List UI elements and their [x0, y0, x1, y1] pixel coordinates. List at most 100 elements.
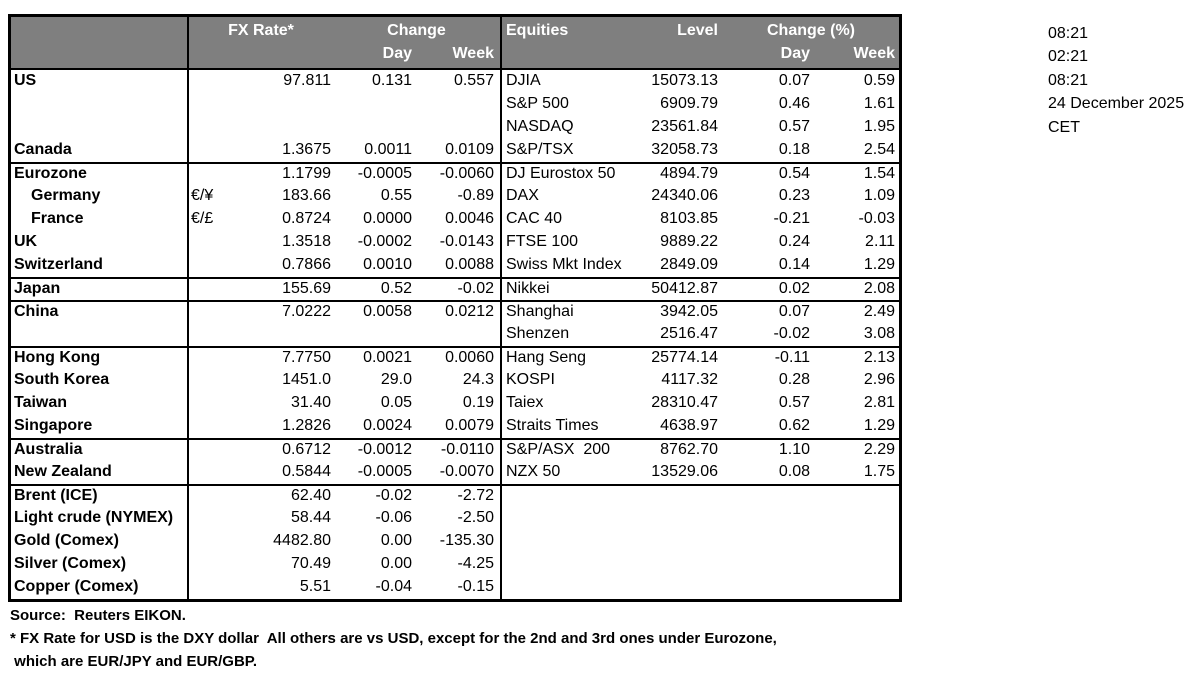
fx-day-change-cell: 0.0021 — [363, 349, 412, 366]
fx-day-change-cell: 0.0010 — [363, 256, 412, 273]
equity-day-change-cell: 0.54 — [778, 165, 810, 182]
fx-rate-cell: 1.2826 — [282, 417, 331, 434]
fx-week-change-cell: -0.0070 — [439, 463, 494, 480]
table-row: Singapore 1.2826 0.0024 0.0079 Straits Times… — [11, 415, 899, 438]
change-pct-column-header: Change (%) — [767, 22, 855, 39]
equity-name-cell: DJIA — [500, 70, 622, 93]
timestamp: 02:21 — [1048, 48, 1089, 66]
equity-day-change-cell — [723, 576, 815, 599]
fx-day-change-cell: 0.05 — [380, 394, 412, 411]
fx-rate-cell: 0.7866 — [282, 256, 331, 273]
fx-day-change-cell: 29.0 — [380, 371, 412, 388]
fx-rate-cell: 70.49 — [290, 555, 331, 572]
fx-rate-cell: 155.69 — [282, 280, 331, 297]
equity-name-cell — [500, 553, 622, 576]
equity-name-cell: Hang Seng — [500, 348, 622, 369]
table-row: Switzerland 0.7866 0.0010 0.0088 Swiss Mkt I… — [11, 254, 899, 277]
equity-level-cell: 25774.14 — [651, 349, 718, 366]
equity-level-cell: 8103.85 — [660, 210, 718, 227]
equity-week-change-cell: 1.61 — [863, 95, 895, 112]
equity-level-cell: 3942.05 — [660, 303, 718, 320]
country-label-cell: Gold (Comex) — [11, 530, 189, 553]
currency-pair-cell — [189, 461, 219, 484]
fx-week-change-cell: -0.0060 — [439, 165, 494, 182]
timestamp: 08:21 — [1048, 71, 1089, 89]
equity-level-cell: 15073.13 — [651, 72, 718, 89]
country-label-cell: Copper (Comex) — [11, 576, 189, 599]
currency-pair-cell — [189, 302, 219, 323]
country-label-cell: Japan — [11, 279, 189, 300]
table-header: FX Rate* Change Equities Level Change (%… — [11, 17, 899, 70]
equity-week-change-cell: 2.96 — [863, 371, 895, 388]
fx-day-change-cell: 0.0000 — [363, 210, 412, 227]
currency-pair-cell — [189, 254, 219, 277]
table-row: US 97.811 0.131 0.557 DJIA 15073.13 0.07 0.59 — [11, 70, 899, 93]
equity-name-cell — [500, 530, 622, 553]
fx-rate-cell — [219, 116, 333, 139]
country-label-cell: Germany — [11, 185, 189, 208]
equity-week-change-cell: 1.75 — [863, 463, 895, 480]
equity-name-cell: DAX — [500, 185, 622, 208]
fx-day-change-cell: 0.00 — [380, 555, 412, 572]
table-row: Hong Kong 7.7750 0.0021 0.0060 Hang Seng 2577… — [11, 346, 899, 369]
country-label-cell: Taiwan — [11, 392, 189, 415]
fx-day-change-cell — [333, 93, 415, 116]
currency-pair-cell: €/¥ — [191, 187, 214, 204]
fx-day-column-header: Day — [382, 45, 412, 62]
equity-day-change-cell: 0.14 — [778, 256, 810, 273]
equity-week-change-cell: 2.29 — [863, 441, 895, 458]
equity-level-cell — [622, 507, 723, 530]
country-label-cell: Hong Kong — [11, 348, 189, 369]
equity-name-cell: Straits Times — [500, 415, 622, 438]
fx-rate-cell: 0.5844 — [282, 463, 331, 480]
timestamp-block: 08:21 02:21 08:21 24 December 2025 CET — [1048, 22, 1184, 139]
fx-rate-cell: 31.40 — [290, 394, 331, 411]
currency-pair-cell — [189, 553, 219, 576]
equity-day-change-cell — [723, 530, 815, 553]
equity-name-cell: DJ Eurostox 50 — [500, 164, 622, 185]
fx-day-change-cell: 0.55 — [380, 187, 412, 204]
fx-rate-cell: 1451.0 — [282, 371, 331, 388]
equity-level-cell — [622, 486, 723, 507]
country-label-cell: Switzerland — [11, 254, 189, 277]
fx-footnote-line-1: * FX Rate for USD is the DXY dollar All … — [10, 629, 777, 647]
fx-day-change-cell: -0.0005 — [357, 463, 412, 480]
equity-name-cell: CAC 40 — [500, 208, 622, 231]
country-label-cell: Eurozone — [11, 164, 189, 185]
fx-week-change-cell — [415, 323, 500, 346]
table-row: Light crude (NYMEX) 58.44 -0.06 -2.50 — [11, 507, 899, 530]
currency-pair-cell — [189, 415, 219, 438]
equity-week-change-cell: 1.95 — [863, 118, 895, 135]
currency-pair-cell — [189, 507, 219, 530]
country-label-cell: Australia — [11, 440, 189, 461]
equity-week-change-cell: -0.03 — [858, 210, 895, 227]
fx-rate-cell: 1.3675 — [282, 141, 331, 158]
equity-day-change-cell: 0.57 — [778, 394, 810, 411]
table-row: Silver (Comex) 70.49 0.00 -4.25 — [11, 553, 899, 576]
equity-week-change-cell: 2.13 — [863, 349, 895, 366]
equity-week-change-cell: 2.81 — [863, 394, 895, 411]
table-row: New Zealand 0.5844 -0.0005 -0.0070 NZX 50 135… — [11, 461, 899, 484]
fx-week-change-cell: -0.0110 — [440, 441, 494, 458]
fx-rate-cell: 4482.80 — [273, 532, 331, 549]
table-row: China 7.0222 0.0058 0.0212 Shanghai 3942.05 0.… — [11, 300, 899, 323]
fx-day-change-cell: -0.0005 — [357, 165, 412, 182]
equity-level-cell: 6909.79 — [660, 95, 718, 112]
equity-level-cell: 50412.87 — [651, 280, 718, 297]
equity-week-change-cell — [815, 553, 899, 576]
fx-week-change-cell: 0.0079 — [445, 417, 494, 434]
table-row: Australia 0.6712 -0.0012 -0.0110 S&P/ASX 200… — [11, 438, 899, 461]
currency-pair-cell — [189, 486, 219, 507]
table-row: Canada 1.3675 0.0011 0.0109 S&P/TSX 32058.73 0… — [11, 139, 899, 162]
equity-day-change-cell: 0.02 — [778, 280, 810, 297]
equity-week-change-cell: 1.09 — [863, 187, 895, 204]
country-label-cell — [11, 116, 189, 139]
equity-level-cell: 24340.06 — [651, 187, 718, 204]
table-row: Gold (Comex) 4482.80 0.00 -135.30 — [11, 530, 899, 553]
currency-pair-cell — [189, 323, 219, 346]
country-label-cell: Canada — [11, 139, 189, 162]
equity-week-change-cell: 2.49 — [863, 303, 895, 320]
currency-pair-cell — [189, 576, 219, 599]
fx-footnote-line-2: which are EUR/JPY and EUR/GBP. — [10, 652, 258, 670]
equity-day-change-cell: 0.24 — [778, 233, 810, 250]
